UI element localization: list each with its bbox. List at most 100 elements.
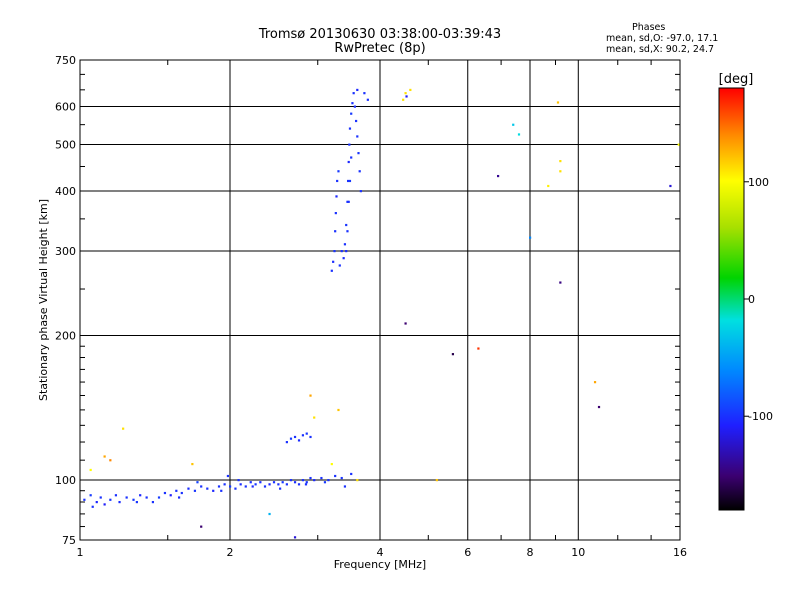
data-point [313,416,316,419]
data-point [405,95,408,98]
data-point [279,487,282,490]
x-tick-label: 1 [77,546,84,559]
data-point [132,498,135,501]
x-tick-label: 4 [377,546,384,559]
data-point [200,525,203,528]
data-point [193,489,197,492]
data-point [139,494,142,497]
y-tick-label: 500 [55,139,76,152]
data-point [145,496,148,499]
data-point [223,483,226,486]
data-point [309,476,312,480]
data-point [268,512,271,516]
data-point [435,479,438,482]
data-point [293,536,297,539]
data-point [212,489,215,492]
data-point [350,156,353,159]
data-point [281,481,284,484]
data-point [346,179,350,183]
data-point [336,179,339,183]
data-point [313,479,316,482]
data-point [323,481,327,484]
data-point [556,101,560,104]
data-point [334,230,337,233]
data-point [95,500,98,504]
data-point [118,500,121,504]
x-tick-label: 6 [464,546,471,559]
data-point [346,230,349,233]
data-point [229,485,232,488]
data-point [122,427,125,430]
data-point [335,195,338,198]
data-point [333,250,336,253]
data-point [206,487,209,490]
data-point [348,143,351,146]
data-point [268,483,271,486]
data-point [217,485,221,488]
data-point [350,112,353,115]
x-axis-label: Frequency [MHz] [334,558,426,571]
data-point [347,200,350,203]
data-point [220,489,223,492]
data-point [358,170,361,173]
data-point [512,123,515,126]
data-point [451,353,455,356]
data-point [345,250,348,253]
data-point [263,485,267,488]
data-point [352,92,355,95]
data-point [597,405,601,409]
data-point [114,494,118,497]
x-tick-label: 16 [673,546,687,559]
data-point [259,481,262,484]
data-point [272,481,276,484]
x-tick-label: 8 [527,546,534,559]
data-point [356,479,359,482]
data-point [353,105,356,108]
data-point [337,170,340,173]
y-tick-label: 200 [55,330,76,343]
phases-heading: Phases [632,22,666,33]
data-point [348,127,352,130]
colorbar-tick-label: 0 [748,293,755,306]
data-point [346,200,349,203]
data-point [330,462,333,466]
data-point [251,485,254,488]
data-point [285,483,288,486]
y-tick-label: 300 [55,245,76,258]
points-layer [83,88,680,539]
y-tick-label: 75 [62,534,76,547]
data-point [347,160,350,164]
data-point [559,281,562,284]
data-point [293,435,297,439]
data-point [297,483,301,486]
ticks-layer: 1 2 4 6 8 10 16 75 100 200 300 400 500 600 750 [55,54,687,559]
data-point [125,496,128,499]
data-point [169,494,172,497]
data-point [334,474,337,478]
grid-layer [80,60,680,540]
data-point [559,160,562,163]
data-point [83,498,86,501]
data-point [357,152,360,155]
data-point [309,394,312,397]
data-point [226,474,230,478]
data-point [356,88,359,92]
data-point [343,243,347,246]
data-point [332,260,335,263]
y-tick-label: 750 [55,54,76,67]
y-axis-label: Stationary phase Virtual Height [km] [37,199,50,401]
data-point [157,496,161,499]
y-tick-label: 400 [55,185,76,198]
data-point [297,439,301,442]
data-point [345,223,348,227]
data-point [547,184,550,188]
data-point [200,485,203,488]
plot-frame [79,59,681,541]
data-point [354,119,358,123]
data-point [350,472,353,476]
data-point [89,494,92,497]
data-point [404,92,407,95]
data-point [91,505,94,508]
data-point [402,98,405,101]
data-point [338,264,341,267]
